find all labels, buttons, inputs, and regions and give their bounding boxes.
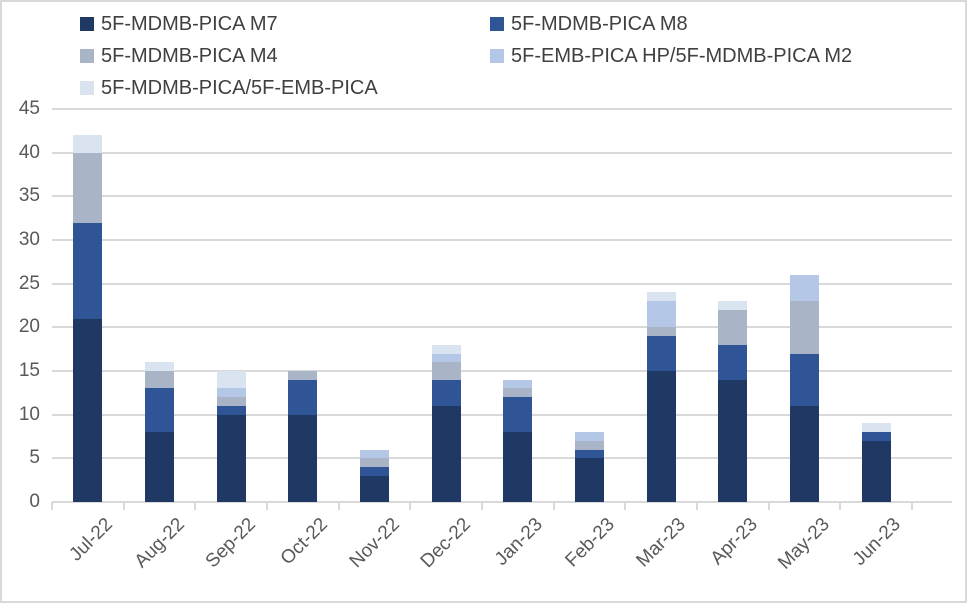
bar-segment-dec-22-s2 — [431, 362, 461, 380]
y-axis-label: 30 — [18, 229, 40, 250]
legend-item-hp-m2: 5F-EMB-PICA HP/5F-MDMB-PICA M2 — [490, 45, 852, 67]
y-axis-label: 0 — [29, 491, 40, 512]
x-axis-tick — [911, 502, 913, 510]
bar-segment-dec-22-s4 — [431, 344, 461, 354]
bar-segment-nov-22-s0 — [360, 475, 389, 502]
legend-label-pica-emb: 5F-MDMB-PICA/5F-EMB-PICA — [101, 77, 378, 99]
y-axis-label: 35 — [18, 185, 40, 207]
x-axis-tick — [122, 502, 125, 510]
bar-segment-jan-23-s3 — [503, 379, 533, 389]
y-axis-label: 40 — [18, 141, 40, 163]
bar-segment-dec-22-s0 — [431, 405, 461, 502]
legend-swatch-hp-m2 — [490, 49, 504, 63]
bar-segment-jun-23-s4 — [861, 423, 891, 433]
bar-segment-jul-22-s1 — [73, 222, 103, 319]
bar-segment-nov-22-s2 — [360, 458, 389, 468]
bar-segment-may-23-s1 — [790, 353, 819, 406]
gridline — [52, 282, 952, 285]
legend-item-pica-emb: 5F-MDMB-PICA/5F-EMB-PICA — [80, 77, 378, 99]
bar-segment-dec-22-s1 — [431, 379, 461, 406]
gridline — [52, 108, 952, 110]
bar-segment-jan-23-s0 — [503, 432, 533, 502]
bar-segment-sep-22-s0 — [216, 414, 246, 502]
x-axis-tick — [696, 502, 698, 510]
bar-segment-jun-23-s0 — [861, 440, 891, 502]
gridline — [52, 413, 952, 416]
bar-segment-jan-23-s2 — [503, 388, 533, 398]
bar-segment-may-23-s0 — [790, 405, 819, 502]
x-axis-tick — [51, 502, 53, 510]
bar-segment-sep-22-s1 — [216, 405, 246, 415]
bar-segment-feb-23-s3 — [575, 432, 604, 441]
x-axis-tick — [481, 502, 483, 510]
y-axis-label: 25 — [18, 272, 40, 294]
bar-segment-may-23-s2 — [790, 301, 819, 354]
bar-segment-aug-22-s2 — [145, 371, 174, 389]
bar-segment-mar-23-s0 — [646, 371, 676, 502]
bar-segment-dec-22-s3 — [431, 353, 461, 363]
bar-segment-aug-22-s4 — [145, 362, 174, 371]
bar-segment-jan-23-s1 — [503, 397, 533, 433]
bar-segment-nov-22-s3 — [360, 449, 389, 459]
legend-item-m8: 5F-MDMB-PICA M8 — [490, 13, 688, 35]
y-axis-label: 10 — [18, 403, 40, 425]
bar-segment-sep-22-s2 — [216, 397, 246, 406]
bar-segment-feb-23-s2 — [575, 440, 604, 450]
bar-segment-oct-22-s2 — [288, 371, 318, 380]
legend-item-m4: 5F-MDMB-PICA M4 — [80, 45, 278, 67]
gridline — [52, 239, 952, 241]
y-axis-label: 45 — [18, 98, 40, 119]
bar-segment-feb-23-s1 — [575, 449, 604, 459]
gridline — [52, 457, 952, 460]
legend-swatch-m8 — [490, 17, 504, 31]
x-axis-tick — [337, 502, 340, 510]
x-axis-tick — [552, 502, 555, 510]
gridline — [52, 195, 952, 198]
legend-label-m7: 5F-MDMB-PICA M7 — [101, 13, 278, 35]
bar-segment-apr-23-s4 — [718, 301, 748, 310]
y-axis-label: 20 — [18, 316, 40, 338]
x-axis-tick — [624, 502, 627, 510]
bar-segment-feb-23-s0 — [575, 458, 604, 502]
y-axis-label: 15 — [18, 360, 40, 381]
x-axis-tick — [767, 502, 770, 510]
bar-segment-oct-22-s1 — [288, 379, 318, 415]
bar-segment-aug-22-s0 — [145, 432, 174, 502]
gridline — [52, 370, 952, 372]
bar-segment-sep-22-s3 — [216, 388, 246, 398]
legend-label-m8: 5F-MDMB-PICA M8 — [511, 13, 688, 35]
legend-item-m7: 5F-MDMB-PICA M7 — [80, 13, 278, 35]
gridline — [52, 151, 952, 154]
legend-swatch-pica-emb — [80, 81, 94, 95]
legend-label-m4: 5F-MDMB-PICA M4 — [101, 45, 278, 67]
bar-segment-mar-23-s1 — [646, 336, 676, 371]
bar-segment-jun-23-s1 — [861, 432, 891, 441]
legend-label-hp-m2: 5F-EMB-PICA HP/5F-MDMB-PICA M2 — [511, 45, 853, 67]
bar-segment-sep-22-s4 — [216, 371, 246, 389]
x-axis-tick — [839, 502, 842, 510]
bar-segment-nov-22-s1 — [360, 467, 389, 476]
bar-segment-jul-22-s0 — [73, 318, 103, 502]
x-axis-tick — [409, 502, 412, 510]
bar-segment-mar-23-s4 — [646, 292, 676, 302]
legend-swatch-m4 — [80, 49, 94, 63]
bar-segment-oct-22-s0 — [288, 414, 318, 502]
gridline — [52, 501, 952, 503]
legend-swatch-m7 — [80, 17, 94, 31]
bar-segment-jul-22-s2 — [73, 152, 103, 223]
bar-segment-mar-23-s3 — [646, 301, 676, 328]
y-axis-label: 5 — [29, 447, 40, 469]
bar-segment-apr-23-s0 — [718, 379, 748, 502]
x-axis-tick — [194, 502, 197, 510]
bar-segment-aug-22-s1 — [145, 388, 174, 433]
bar-segment-mar-23-s2 — [646, 327, 676, 337]
x-axis-tick — [266, 502, 268, 510]
bar-segment-jul-22-s4 — [73, 135, 103, 153]
gridline — [52, 326, 952, 329]
bar-segment-apr-23-s2 — [718, 309, 748, 345]
bar-segment-may-23-s3 — [790, 274, 819, 302]
bar-segment-apr-23-s1 — [718, 344, 748, 380]
